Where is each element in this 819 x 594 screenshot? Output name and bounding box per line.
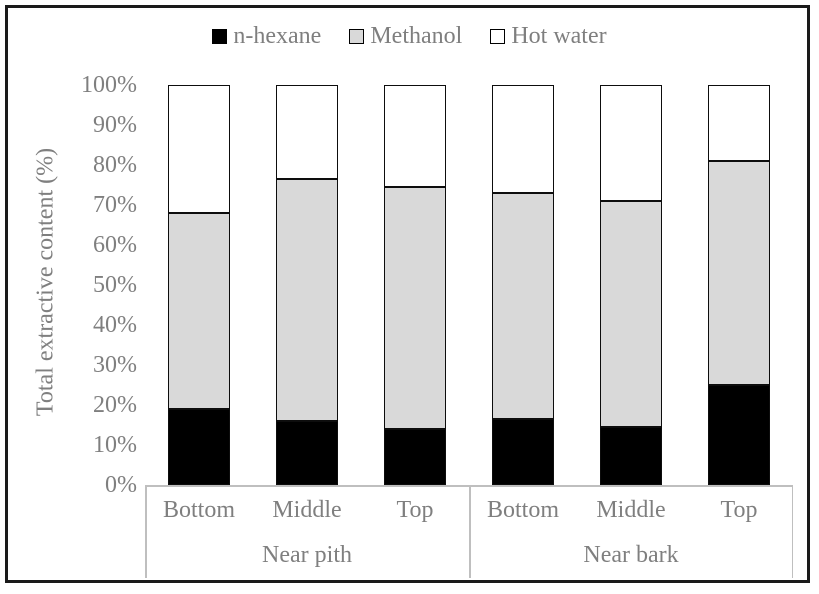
category-separator-right — [791, 487, 793, 578]
category-label: Top — [720, 496, 758, 523]
category-separator-left — [145, 487, 147, 578]
bar-segment-hot-water — [600, 85, 662, 201]
y-tick-label: 20% — [93, 392, 137, 418]
bar-segment-n-hexane — [492, 419, 554, 485]
bar-segment-n-hexane — [276, 421, 338, 485]
legend-label-hot-water: Hot water — [511, 23, 607, 49]
category-label: Middle — [272, 496, 342, 523]
y-tick-label: 70% — [93, 192, 137, 218]
y-tick-label: 40% — [93, 312, 137, 338]
category-label: Bottom — [486, 496, 559, 523]
y-tick-label: 60% — [93, 232, 137, 258]
stacked-bar — [168, 85, 230, 485]
category-label-row: Bottom Middle Top Bottom Middle Top — [145, 487, 793, 533]
category-separator-middle — [469, 487, 471, 578]
n-hexane-swatch-icon — [212, 28, 228, 44]
chart-legend: n-hexane Methanol Hot water — [0, 24, 819, 48]
bar-segment-hot-water — [168, 85, 230, 213]
bar-segment-methanol — [384, 187, 446, 429]
bar-segment-hot-water — [708, 85, 770, 161]
bar-slot — [253, 85, 361, 485]
plot-area — [145, 85, 793, 485]
y-tick-label: 80% — [93, 152, 137, 178]
bar-slot — [469, 85, 577, 485]
y-tick-label: 100% — [81, 72, 137, 98]
bar-segment-methanol — [276, 179, 338, 421]
legend-item-methanol: Methanol — [349, 24, 462, 48]
bar-segment-hot-water — [276, 85, 338, 179]
bar-slot — [361, 85, 469, 485]
legend-item-n-hexane: n-hexane — [212, 24, 321, 48]
bar-segment-n-hexane — [600, 427, 662, 485]
bar-segment-methanol — [168, 213, 230, 409]
legend-label-methanol: Methanol — [370, 23, 463, 49]
y-tick-label: 50% — [93, 272, 137, 298]
hot-water-swatch-icon — [490, 28, 506, 44]
y-tick-label: 0% — [105, 472, 137, 498]
bar-segment-n-hexane — [384, 429, 446, 485]
methanol-swatch-icon — [349, 28, 365, 44]
bar-segment-n-hexane — [708, 385, 770, 485]
group-label-near-bark: Near bark — [583, 542, 679, 568]
y-tick-label: 30% — [93, 352, 137, 378]
group-label-near-pith: Near pith — [262, 542, 352, 568]
stacked-bar — [384, 85, 446, 485]
category-axis: Bottom Middle Top Bottom Middle Top Near… — [145, 487, 793, 578]
bar-segment-hot-water — [384, 85, 446, 187]
legend-label-n-hexane: n-hexane — [233, 23, 322, 49]
bar-segment-hot-water — [492, 85, 554, 193]
bar-segment-methanol — [708, 161, 770, 385]
bar-segment-methanol — [492, 193, 554, 419]
x-axis-line — [145, 485, 793, 487]
bar-slot — [577, 85, 685, 485]
y-tick-label: 90% — [93, 112, 137, 138]
y-tick-label: 10% — [93, 432, 137, 458]
category-label: Top — [396, 496, 434, 523]
category-label: Bottom — [162, 496, 235, 523]
legend-item-hot-water: Hot water — [490, 23, 607, 49]
stacked-bar — [708, 85, 770, 485]
bar-segment-n-hexane — [168, 409, 230, 485]
bars-container — [145, 85, 793, 485]
group-label-row: Near pith Near bark — [145, 533, 793, 578]
bar-slot — [685, 85, 793, 485]
stacked-bar — [492, 85, 554, 485]
stacked-bar — [276, 85, 338, 485]
category-label: Middle — [596, 496, 666, 523]
bar-slot — [145, 85, 253, 485]
bar-segment-methanol — [600, 201, 662, 427]
stacked-bar — [600, 85, 662, 485]
